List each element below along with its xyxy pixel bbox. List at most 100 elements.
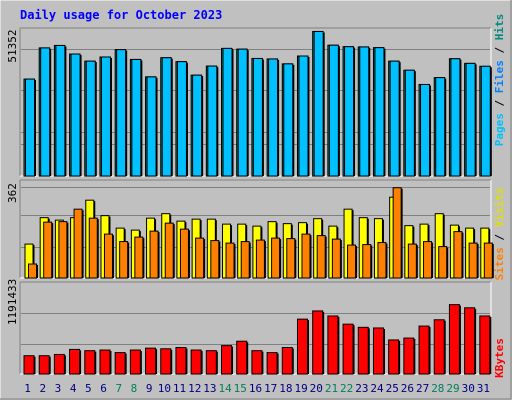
x-tick-label: 27 [416,382,429,395]
bar-sites [286,238,296,279]
y-label-kbytes: KBytes [493,338,506,378]
bar-kbytes [145,347,157,375]
bar-sites [164,222,174,279]
bar-sites [134,236,144,279]
x-tick-label: 18 [279,382,292,395]
x-axis-day-labels: 1 2 3 4 5 6 7 8 9 10 11 12 13 14 15 16 17 18 19 20 21 22 23 24 2… [24,382,490,395]
x-tick-label: 2 [39,382,46,395]
bar-files [85,60,96,177]
bar-files [268,58,279,177]
bar-kbytes [53,353,65,375]
bar-kbytes [327,315,339,375]
x-tick-label: 31 [477,382,490,395]
bar-sites [255,239,265,279]
bar-files [192,74,203,177]
x-tick-label: 12 [188,382,201,395]
bar-kbytes [205,350,217,375]
bar-sites [149,230,159,279]
bar-files [25,78,35,177]
bar-sites [119,241,129,279]
x-tick-label: 19 [294,382,307,395]
bar-kbytes [23,355,35,375]
bar-sites [347,244,357,279]
y-label-pages-files-hits: Pages / Files / Hits [493,14,506,147]
bar-kbytes [433,319,445,375]
bar-files [252,57,263,177]
bar-sites [88,217,98,279]
bar-sites [438,246,448,279]
x-tick-label: 21 [325,382,338,395]
y-tick-hits-max: 51352 [6,29,19,62]
bar-sites [73,208,83,279]
x-tick-label: 24 [370,382,384,395]
y-label-sites-visits: Sites / Visits [493,188,506,281]
x-tick-label: 3 [55,382,62,395]
x-tick-label: 9 [146,382,153,395]
x-tick-label: 14 [218,382,232,395]
bar-files [55,44,66,177]
bar-files [298,55,309,177]
bar-sites [468,242,478,279]
bar-sites [210,240,220,279]
x-tick-label: 10 [158,382,171,395]
bar-files [40,47,51,177]
x-tick-label: 16 [249,382,262,395]
bar-files [207,65,218,177]
bar-kbytes [84,350,96,375]
y-tick-visits-max: 362 [6,183,19,203]
bar-files [435,77,446,177]
bar-sites [58,221,68,279]
bar-files [283,63,294,177]
bar-sites [179,228,189,279]
bar-sites [392,187,402,279]
y-label-separator: / [493,227,506,247]
bar-sites [103,233,113,279]
bar-kbytes [479,315,491,375]
bar-kbytes [129,349,141,375]
x-tick-label: 29 [446,382,459,395]
bar-files [465,62,476,177]
bar-sites [240,241,250,279]
bar-kbytes [312,310,324,375]
bar-sites [43,221,53,279]
bar-sites [225,242,235,279]
x-tick-label: 8 [131,382,138,395]
bar-files [450,58,461,177]
bar-kbytes [281,347,293,375]
bar-files [328,44,339,177]
x-tick-label: 5 [85,382,92,395]
bar-kbytes [388,339,400,375]
x-tick-label: 20 [310,382,323,395]
bar-files [100,56,111,177]
bar-kbytes [403,337,415,375]
bar-sites [28,263,37,279]
bar-kbytes [38,355,50,375]
y-label-files: Files [493,60,506,93]
bar-kbytes [251,350,263,375]
x-tick-label: 17 [264,382,277,395]
bar-sites [301,233,311,279]
x-tick-label: 13 [203,382,216,395]
bar-sites [423,241,433,279]
bar-sites [271,237,281,279]
x-tick-label: 7 [115,382,122,395]
bar-files [70,53,81,177]
bar-files [146,76,157,177]
bar-files [116,49,127,177]
bar-kbytes [266,352,278,375]
bar-files [161,57,172,177]
y-label-hits: Hits [493,14,506,41]
x-tick-label: 30 [462,382,475,395]
x-tick-label: 1 [24,382,31,395]
y-label-visits: Visits [493,188,506,228]
bar-sites [316,235,326,279]
bar-files [389,60,400,177]
bar-files [222,47,233,177]
kbytes-panel [19,281,492,375]
x-tick-label: 4 [70,382,77,395]
y-tick-kbytes-max: 1191433 [6,279,19,325]
bar-files [420,83,431,177]
bar-files [176,61,187,177]
bar-files [359,46,370,177]
